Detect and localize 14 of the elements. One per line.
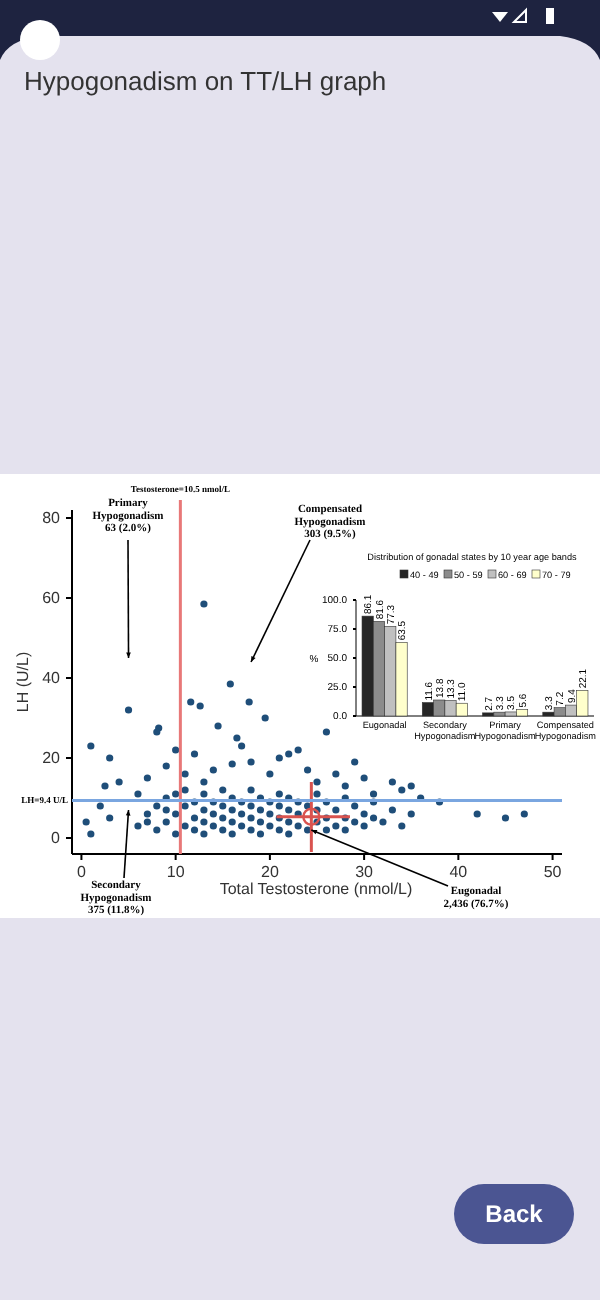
x-tick-label: 10 <box>166 863 186 882</box>
y-tick-label: 80 <box>42 509 62 528</box>
chart-title: Hypogonadism on TT/LH graph <box>24 66 387 96</box>
y-tick-label: 20 <box>42 749 62 768</box>
x-tick-label: 40 <box>449 863 469 882</box>
y-tick-label: 40 <box>42 669 62 688</box>
x-axis-title: Total Testosterone (nmol/L) <box>219 880 414 898</box>
y-tick-label: 0 <box>51 829 62 848</box>
y-axis-title: LH (U/L) <box>14 651 32 713</box>
y-tick-label: 60 <box>42 589 62 608</box>
x-tick-label: 0 <box>76 863 87 882</box>
x-tick-label: 50 <box>543 863 563 882</box>
x-tick-label: 20 <box>260 863 280 882</box>
x-tick-label: 30 <box>355 863 375 882</box>
